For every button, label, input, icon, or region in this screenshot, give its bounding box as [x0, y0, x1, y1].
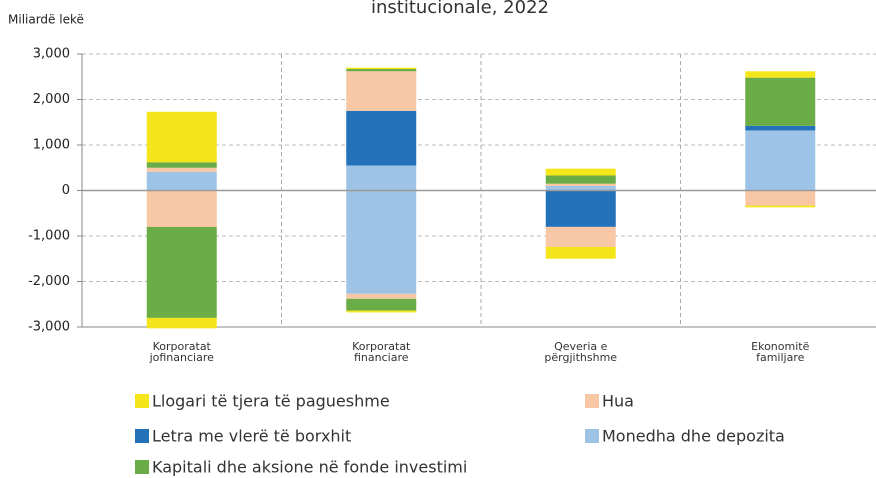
- legend-label: Letra me vlerë të borxhit: [152, 427, 351, 446]
- y-tick-label: 0: [62, 183, 70, 198]
- bar-segment: [346, 310, 417, 313]
- bar-segment: [545, 183, 616, 186]
- bar-segment: [146, 111, 217, 163]
- y-tick-label: 3,000: [33, 47, 70, 62]
- y-tick-label: -1,000: [28, 229, 70, 244]
- y-tick-label: 2,000: [33, 92, 70, 107]
- bar-segment: [146, 162, 217, 168]
- bar-segment: [346, 165, 417, 191]
- legend-swatch: [135, 460, 149, 474]
- x-tick-label: Korporatat financiare: [352, 340, 411, 364]
- bar-segment: [146, 226, 217, 318]
- bar-segment: [146, 190, 217, 227]
- legend-label: Monedha dhe depozita: [602, 427, 785, 446]
- legend-swatch: [135, 394, 149, 408]
- bar-segment: [346, 190, 417, 294]
- x-tick-label: Qeveria e përgjithshme: [544, 340, 618, 364]
- bar-segment: [146, 317, 217, 329]
- legend-swatch: [585, 429, 599, 443]
- legend-label: Hua: [602, 392, 634, 411]
- legend-swatch: [585, 394, 599, 408]
- x-tick-label: Korporatat jofinanciare: [149, 340, 214, 364]
- bar-segment: [745, 77, 816, 126]
- bar-segment: [545, 226, 616, 247]
- bar-segment: [545, 168, 616, 176]
- bar-segment: [545, 190, 616, 227]
- bar-segment: [745, 71, 816, 78]
- bar-segment: [545, 175, 616, 184]
- legend-swatch: [135, 429, 149, 443]
- y-tick-label: -3,000: [28, 320, 70, 335]
- chart-title: institucionale, 2022: [371, 0, 549, 18]
- bar-segment: [146, 171, 217, 191]
- bar-segment: [545, 185, 616, 191]
- y-tick-label: -2,000: [28, 274, 70, 289]
- bar-segment: [346, 298, 417, 311]
- bar-segment: [346, 110, 417, 166]
- x-tick-label: Ekonomitë familjare: [751, 340, 810, 364]
- y-tick-label: 1,000: [33, 138, 70, 153]
- bar-segment: [745, 205, 816, 208]
- bar-segment: [346, 293, 417, 299]
- bar-segment: [545, 246, 616, 259]
- bar-segment: [745, 130, 816, 191]
- legend-label: Kapitali dhe aksione në fonde investimi: [152, 458, 467, 477]
- bar-segment: [745, 125, 816, 131]
- bar-segment: [346, 67, 417, 70]
- y-axis-label: Miliardë lekë: [8, 13, 84, 27]
- legend-label: Llogari të tjera të pagueshme: [152, 392, 390, 411]
- bar-segment: [745, 190, 816, 206]
- bar-segment: [346, 69, 417, 72]
- bar-segment: [146, 167, 217, 172]
- bar-segment: [346, 71, 417, 111]
